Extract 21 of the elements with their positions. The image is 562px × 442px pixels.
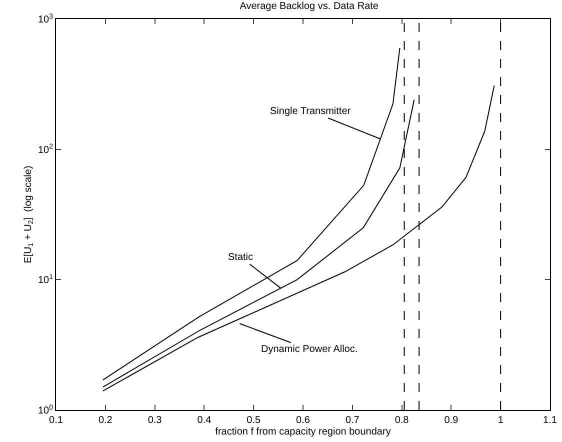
y-tick-label: 10$^{1}$ [38,274,54,286]
y-tick-label: 10$^{2}$ [38,144,54,156]
chart-title: Average Backlog vs. Data Rate [240,1,379,12]
x-axis-title: fraction f from capacity region boundary [215,426,391,438]
x-tick-label: 0.1 [49,415,64,426]
y-tick-label: 10$^{3}$ [38,13,54,26]
x-tick-label: 0.7 [345,415,360,426]
x-tick-label: 0.8 [394,415,410,426]
x-tick-label: 0.6 [296,415,310,426]
x-tick-label: 1 [498,415,504,426]
annotation: Static [228,252,254,263]
x-tick-label: 0.2 [98,415,113,426]
x-tick-label: 0.4 [197,415,212,426]
x-tick-label: 0.5 [246,415,261,426]
x-tick-label: 1.1 [543,415,558,426]
x-tick-label: 0.9 [444,415,459,426]
line-series [102,47,400,380]
annotation: Dynamic Power Alloc. [261,344,358,355]
y-tick-label: 10$^{0}$ [38,404,54,416]
x-tick-label: 0.3 [148,415,162,426]
annotation: Single Transmitter [270,106,352,117]
